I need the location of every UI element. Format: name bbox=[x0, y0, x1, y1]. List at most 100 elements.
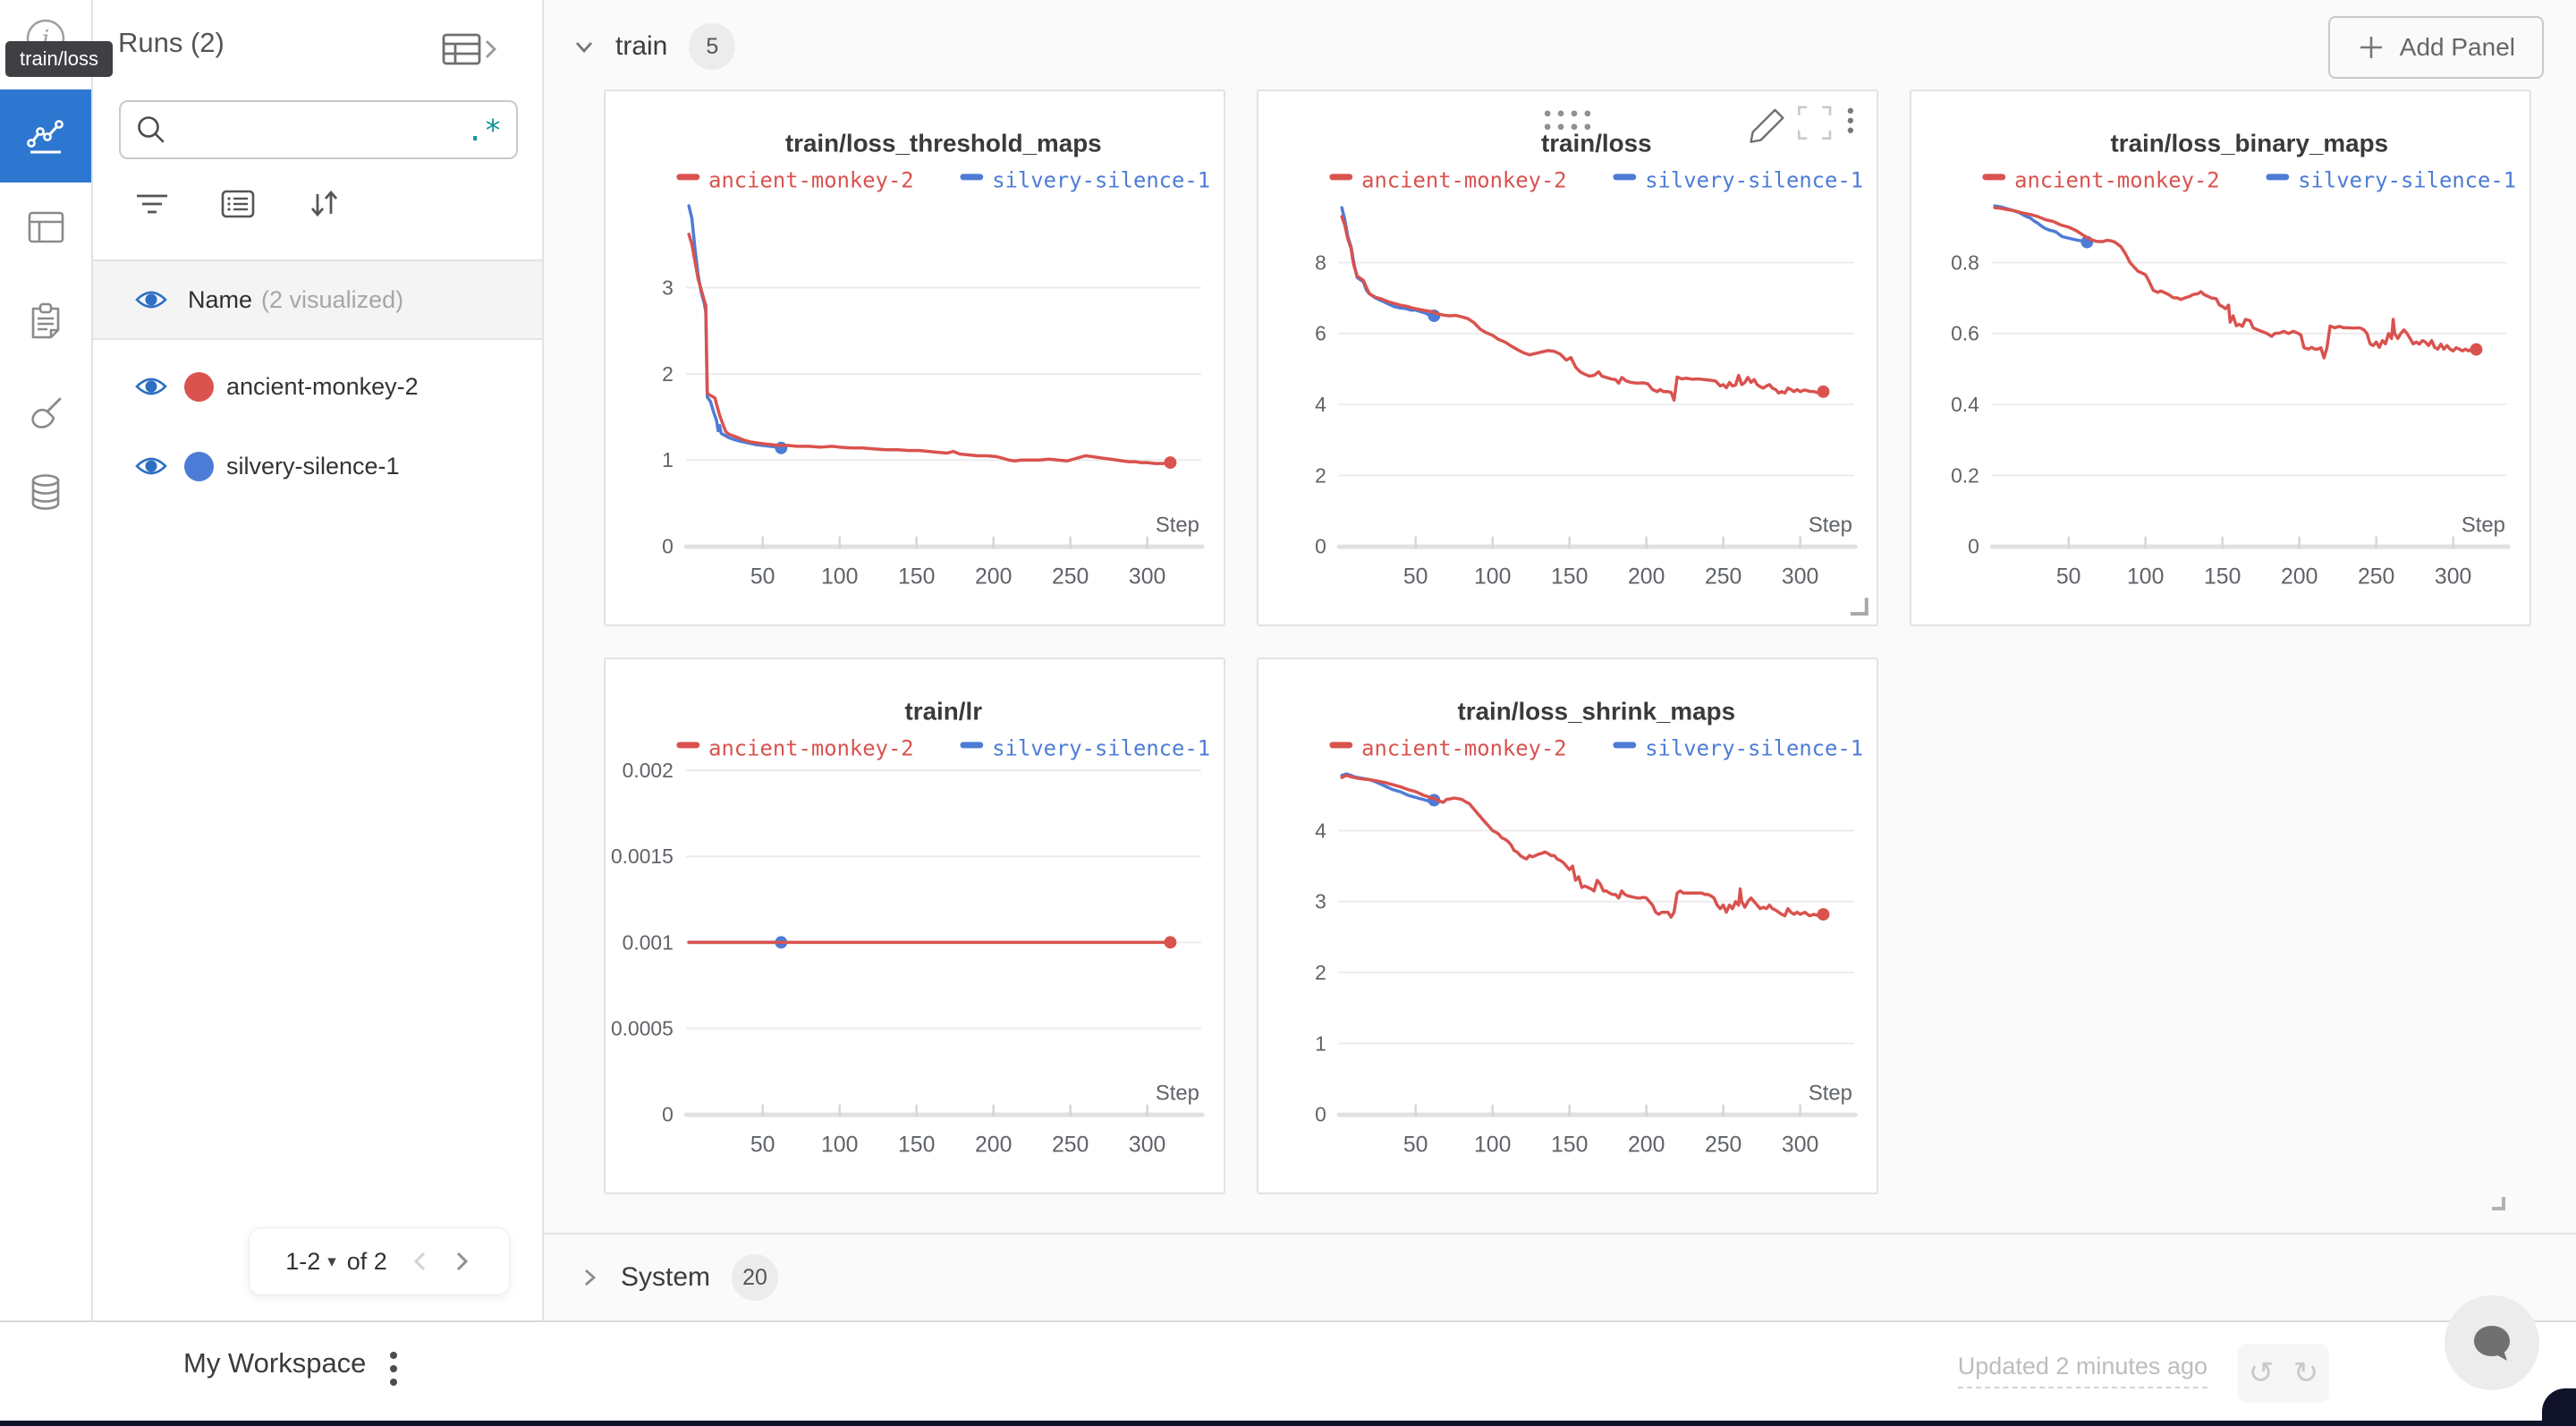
left-icon-rail: i bbox=[0, 0, 93, 1320]
panel-train-loss-shrink-maps[interactable]: train/loss_shrink_maps ancient-monkey-2 si… bbox=[1257, 658, 1878, 1194]
chat-bubble-icon bbox=[2474, 1326, 2510, 1361]
help-chat-button[interactable] bbox=[2445, 1295, 2539, 1390]
runs-panel-title: Runs (2) bbox=[118, 27, 225, 58]
x-tick-label: 50 bbox=[750, 564, 775, 589]
panel-train-lr[interactable]: train/lr ancient-monkey-2 silvery-silence-… bbox=[604, 658, 1225, 1194]
eye-icon[interactable] bbox=[134, 374, 168, 399]
section-resize-handle[interactable] bbox=[2487, 1192, 2508, 1213]
search-input[interactable] bbox=[174, 115, 467, 145]
sidebar-item-logs[interactable] bbox=[0, 274, 91, 367]
x-tick-label: 100 bbox=[1474, 1133, 1511, 1157]
system-panel-count-badge: 20 bbox=[732, 1254, 779, 1301]
filter-button[interactable] bbox=[132, 184, 172, 224]
chevron-right-icon[interactable] bbox=[576, 1264, 603, 1291]
panel-train-loss[interactable]: train/loss ancient-monkey-2 silvery-silenc… bbox=[1257, 89, 1878, 626]
legend-swatch bbox=[1613, 742, 1637, 749]
eye-icon[interactable] bbox=[134, 454, 168, 479]
y-tick-label: 0 bbox=[1315, 535, 1326, 558]
x-tick-label: 250 bbox=[1052, 1133, 1089, 1157]
sort-icon bbox=[310, 190, 338, 217]
panel-menu-icon[interactable] bbox=[1847, 107, 1854, 115]
next-page-button[interactable] bbox=[450, 1248, 473, 1275]
tooltip: train/loss bbox=[5, 41, 114, 77]
drag-handle-icon[interactable] bbox=[1571, 123, 1578, 131]
x-tick-label: 50 bbox=[2056, 564, 2081, 589]
y-tick-label: 3 bbox=[1315, 890, 1326, 913]
prev-page-button[interactable] bbox=[409, 1248, 432, 1275]
legend-label[interactable]: ancient-monkey-2 bbox=[1361, 735, 1567, 760]
x-axis bbox=[683, 1112, 1205, 1117]
runs-table-icon bbox=[442, 33, 496, 65]
series-ancient-monkey-2 bbox=[1993, 206, 2479, 360]
run-row-silvery-silence-1[interactable]: silvery-silence-1 bbox=[93, 427, 542, 505]
y-tick-label: 0.002 bbox=[623, 759, 674, 782]
legend-label[interactable]: ancient-monkey-2 bbox=[708, 735, 914, 760]
sidebar-item-sweeps[interactable] bbox=[0, 367, 91, 460]
panel-train-loss-threshold-maps[interactable]: train/loss_threshold_maps ancient-monkey-… bbox=[604, 89, 1225, 626]
system-section-header[interactable]: System 20 bbox=[544, 1235, 2576, 1320]
legend-label[interactable]: ancient-monkey-2 bbox=[708, 167, 914, 192]
run-row-ancient-monkey-2[interactable]: ancient-monkey-2 bbox=[93, 347, 542, 426]
drag-handle-icon[interactable] bbox=[1544, 123, 1551, 131]
y-tick-label: 6 bbox=[1315, 322, 1326, 345]
series-ancient-monkey-2 bbox=[687, 233, 1173, 465]
legend-label[interactable]: silvery-silence-1 bbox=[992, 735, 1210, 760]
divider bbox=[544, 1233, 2576, 1235]
fullscreen-icon[interactable] bbox=[1797, 106, 1832, 140]
drag-handle-icon[interactable] bbox=[1584, 123, 1591, 131]
legend-label[interactable]: silvery-silence-1 bbox=[992, 167, 1210, 192]
y-tick-label: 0.4 bbox=[1951, 393, 1979, 416]
drag-handle-icon[interactable] bbox=[1544, 110, 1551, 117]
sidebar-item-charts[interactable] bbox=[0, 89, 91, 182]
panel-title: train/loss bbox=[1541, 130, 1652, 157]
last-updated-text: Updated 2 minutes ago bbox=[1957, 1353, 2207, 1388]
x-tick-label: 300 bbox=[1782, 1133, 1818, 1157]
y-tick-label: 8 bbox=[1315, 250, 1326, 274]
x-tick-label: 150 bbox=[2204, 564, 2241, 589]
pagination-range[interactable]: 1-2 bbox=[285, 1247, 321, 1275]
train-section-label: train bbox=[615, 31, 668, 61]
run-name-link[interactable]: silvery-silence-1 bbox=[226, 452, 400, 480]
train-section-header[interactable]: train 5 bbox=[571, 23, 736, 70]
panel-menu-icon[interactable] bbox=[1847, 117, 1854, 123]
chevron-down-icon[interactable]: ▾ bbox=[327, 1252, 336, 1271]
regex-toggle[interactable]: .* bbox=[466, 112, 502, 148]
visualized-count: (2 visualized) bbox=[261, 285, 404, 313]
legend-swatch bbox=[1329, 742, 1353, 749]
drag-handle-icon[interactable] bbox=[1557, 123, 1564, 131]
drag-handle-icon[interactable] bbox=[1584, 110, 1591, 117]
runs-name-header-row[interactable]: Name (2 visualized) bbox=[93, 261, 542, 340]
legend-label[interactable]: ancient-monkey-2 bbox=[1361, 167, 1567, 192]
x-tick-label: 150 bbox=[898, 1133, 935, 1157]
legend-label[interactable]: silvery-silence-1 bbox=[1645, 167, 1863, 192]
drag-handle-icon[interactable] bbox=[1571, 110, 1578, 117]
runs-table-button[interactable] bbox=[440, 29, 501, 70]
add-panel-button[interactable]: Add Panel bbox=[2327, 16, 2544, 79]
legend-swatch bbox=[1982, 174, 2006, 181]
panel-title: train/lr bbox=[905, 698, 983, 726]
legend-label[interactable]: silvery-silence-1 bbox=[1645, 735, 1863, 760]
edit-panel-icon[interactable] bbox=[1750, 108, 1784, 143]
sidebar-item-tables[interactable] bbox=[0, 181, 91, 274]
panel-resize-handle[interactable] bbox=[1850, 598, 1868, 616]
panel-train-loss-binary-maps[interactable]: train/loss_binary_maps ancient-monkey-2 si… bbox=[1910, 89, 2531, 626]
y-tick-label: 0 bbox=[1968, 535, 1979, 558]
redo-button[interactable]: ↻ bbox=[2292, 1356, 2319, 1390]
sidebar-item-artifacts[interactable] bbox=[0, 446, 91, 539]
legend-label[interactable]: silvery-silence-1 bbox=[2298, 167, 2516, 192]
list-icon bbox=[221, 190, 255, 218]
drag-handle-icon[interactable] bbox=[1557, 110, 1564, 117]
chevron-down-icon[interactable] bbox=[571, 33, 597, 60]
runs-header: Runs (2) bbox=[118, 27, 521, 65]
sort-button[interactable] bbox=[304, 184, 343, 224]
eye-icon[interactable] bbox=[134, 287, 168, 312]
columns-button[interactable] bbox=[218, 184, 258, 224]
name-column-header: Name bbox=[188, 285, 253, 313]
legend-label[interactable]: ancient-monkey-2 bbox=[2014, 167, 2220, 192]
series-end-dot bbox=[2470, 343, 2483, 356]
undo-button[interactable]: ↺ bbox=[2248, 1356, 2275, 1390]
run-name-link[interactable]: ancient-monkey-2 bbox=[226, 372, 419, 400]
workspace-menu-button[interactable] bbox=[376, 1344, 411, 1394]
workspace-title[interactable]: My Workspace bbox=[183, 1347, 367, 1379]
panel-menu-icon[interactable] bbox=[1847, 127, 1854, 133]
